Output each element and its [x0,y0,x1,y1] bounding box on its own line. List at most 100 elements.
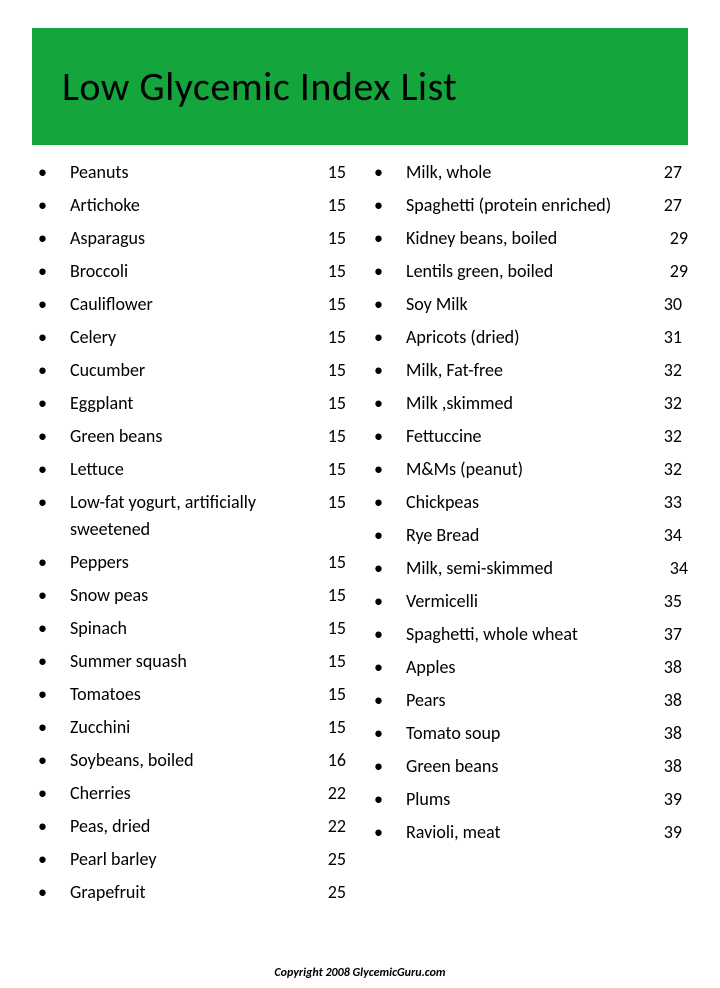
list-item-content: Asparagus15 [70,225,352,252]
list-item-content: Green beans38 [406,753,688,780]
list-item: •Pearl barley25 [32,846,352,873]
list-item: •Green beans38 [368,753,688,780]
list-item: •Spaghetti (protein enriched)27 [368,192,688,219]
food-label: Peanuts [70,159,318,186]
right-column: •Milk, whole27•Spaghetti (protein enrich… [368,159,688,912]
food-label: Peppers [70,549,318,576]
food-label: Snow peas [70,582,318,609]
list-item-content: Kidney beans, boiled29 [406,225,688,252]
food-label: Spaghetti (protein enriched) [406,192,654,219]
list-item: •Lettuce15 [32,456,352,483]
list-item-content: Rye Bread34 [406,522,688,549]
gi-value: 29 [670,225,688,252]
list-item-content: Artichoke15 [70,192,352,219]
list-item-content: Cauliflower15 [70,291,352,318]
bullet-icon: • [32,582,70,609]
gi-value: 15 [328,489,352,543]
list-item: •Soy Milk30 [368,291,688,318]
list-columns: •Peanuts15•Artichoke15•Asparagus15•Brocc… [32,159,688,912]
bullet-icon: • [368,258,406,285]
list-item-content: Spaghetti (protein enriched)27 [406,192,688,219]
food-label: Plums [406,786,654,813]
bullet-icon: • [368,654,406,681]
food-label: Ravioli, meat [406,819,654,846]
bullet-icon: • [32,225,70,252]
gi-value: 15 [328,390,352,417]
food-label: Grapefruit [70,879,318,906]
list-item: •Vermicelli35 [368,588,688,615]
gi-value: 32 [664,423,688,450]
bullet-icon: • [32,681,70,708]
food-label: Broccoli [70,258,318,285]
food-label: Milk, semi-skimmed [406,555,660,582]
title-banner: Low Glycemic Index List [32,28,688,145]
list-item-content: Peas, dried22 [70,813,352,840]
list-item: •Soybeans, boiled 16 [32,747,352,774]
bullet-icon: • [32,846,70,873]
bullet-icon: • [32,423,70,450]
bullet-icon: • [368,324,406,351]
bullet-icon: • [32,747,70,774]
food-label: Chickpeas [406,489,654,516]
food-label: Cherries [70,780,318,807]
bullet-icon: • [368,456,406,483]
bullet-icon: • [32,390,70,417]
list-item: •Low-fat yogurt, artificially sweetened1… [32,489,352,543]
food-label: Artichoke [70,192,318,219]
list-item-content: Lettuce15 [70,456,352,483]
list-item: •Fettuccine32 [368,423,688,450]
food-label: Pears [406,687,654,714]
bullet-icon: • [32,258,70,285]
bullet-icon: • [32,357,70,384]
food-label: Apples [406,654,654,681]
bullet-icon: • [368,621,406,648]
list-item: •Kidney beans, boiled29 [368,225,688,252]
list-item: •Celery15 [32,324,352,351]
gi-value: 25 [328,846,352,873]
list-item: •Chickpeas 33 [368,489,688,516]
list-item-content: Tomato soup38 [406,720,688,747]
bullet-icon: • [368,489,406,516]
food-label: Asparagus [70,225,318,252]
bullet-icon: • [32,456,70,483]
bullet-icon: • [368,357,406,384]
bullet-icon: • [32,714,70,741]
food-label: Eggplant [70,390,318,417]
list-item: •Cucumber15 [32,357,352,384]
gi-value: 15 [328,357,352,384]
bullet-icon: • [32,549,70,576]
page-title: Low Glycemic Index List [62,62,668,111]
bullet-icon: • [368,720,406,747]
list-item-content: Peppers 15 [70,549,352,576]
gi-value: 38 [664,687,688,714]
list-item-content: Milk, semi-skimmed 34 [406,555,688,582]
list-item: •Peas, dried22 [32,813,352,840]
bullet-icon: • [368,753,406,780]
gi-value: 15 [328,582,352,609]
list-item-content: Plums39 [406,786,688,813]
list-item: •Peanuts15 [32,159,352,186]
gi-value: 27 [664,159,688,186]
list-item-content: Apples38 [406,654,688,681]
gi-value: 38 [664,753,688,780]
gi-value: 37 [664,621,688,648]
list-item-content: Snow peas 15 [70,582,352,609]
gi-value: 15 [328,549,352,576]
gi-value: 32 [664,390,688,417]
gi-value: 33 [664,489,688,516]
gi-value: 34 [670,555,688,582]
list-item: •Tomatoes15 [32,681,352,708]
gi-value: 31 [664,324,688,351]
gi-value: 15 [328,423,352,450]
food-label: Soybeans, boiled [70,747,318,774]
bullet-icon: • [368,555,406,582]
gi-value: 15 [328,291,352,318]
list-item: •Asparagus15 [32,225,352,252]
list-item: •Milk ,skimmed32 [368,390,688,417]
gi-value: 16 [328,747,352,774]
bullet-icon: • [32,159,70,186]
list-item-content: Summer squash15 [70,648,352,675]
list-item: •Eggplant 15 [32,390,352,417]
list-item-content: Ravioli, meat39 [406,819,688,846]
list-item: •Cauliflower15 [32,291,352,318]
